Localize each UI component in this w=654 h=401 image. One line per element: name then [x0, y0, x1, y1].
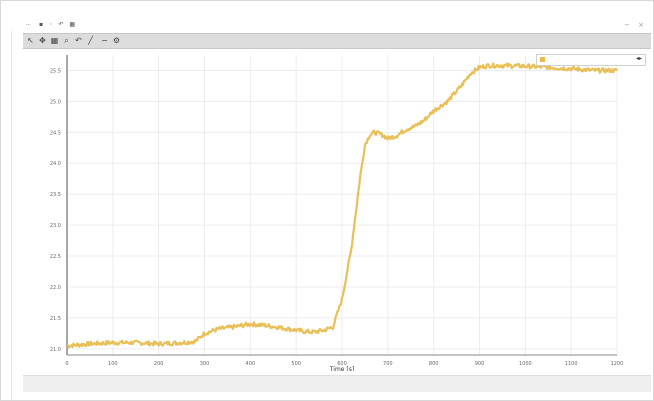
select-icon[interactable]: ▦ — [50, 36, 59, 45]
x-tick-label: 100 — [108, 361, 118, 367]
plot-toolbar: ↖ ✥ ▦ ⌕ ↶ ╱ − ⚙ — [23, 33, 651, 49]
y-tick-label: 23.5 — [50, 192, 61, 198]
grid-icon[interactable]: ▦ — [69, 21, 78, 28]
x-axis-label: Time [s] — [329, 366, 354, 371]
x-tick-label: 1200 — [611, 361, 624, 367]
chart-legend[interactable]: ◂▸ — [536, 54, 646, 66]
window-title: ... — [26, 21, 31, 27]
x-tick-label: 500 — [291, 361, 301, 367]
x-tick-label: 1100 — [565, 361, 578, 367]
x-tick-label: 400 — [246, 361, 256, 367]
x-tick-label: 0 — [65, 361, 68, 367]
y-tick-label: 22.5 — [50, 254, 61, 260]
minus-icon[interactable]: − — [101, 36, 108, 45]
minimize-icon[interactable]: − — [624, 21, 633, 29]
pointer-icon[interactable]: ↖ — [27, 36, 34, 45]
y-tick-label: 22.0 — [50, 285, 61, 291]
y-tick-label: 21.0 — [50, 347, 61, 353]
plot-area[interactable]: 0 100 200 300 400 500 600 700 800 900 1000 1100 1200… — [23, 49, 651, 373]
x-tick-label: 900 — [475, 361, 485, 367]
window-controls: − × — [624, 21, 647, 29]
y-tick-label: 25.0 — [50, 99, 61, 105]
y-tick-label: 24.0 — [50, 161, 61, 167]
y-tick-label: 25.5 — [50, 68, 61, 74]
x-tick-label: 200 — [154, 361, 164, 367]
save-icon[interactable]: ▪ — [39, 21, 46, 28]
x-tick-label: 300 — [200, 361, 210, 367]
y-tick-label: 23.0 — [50, 223, 61, 229]
legend-swatch — [540, 57, 545, 62]
undo-icon[interactable]: ↶ — [75, 36, 82, 45]
settings-icon[interactable]: ◦ — [49, 21, 55, 28]
x-tick-label: 700 — [383, 361, 393, 367]
undo-icon[interactable]: ↶ — [58, 21, 66, 28]
settings-icon[interactable]: ⚙ — [112, 36, 121, 45]
title-icons: ▪ ◦ ↶ ▦ — [39, 21, 77, 28]
pan-icon[interactable]: ✥ — [39, 36, 46, 45]
close-icon[interactable]: × — [638, 21, 647, 29]
series-line[interactable] — [66, 62, 618, 349]
x-tick-label: 800 — [429, 361, 439, 367]
line-chart[interactable]: 0 100 200 300 400 500 600 700 800 900 1000 1100 1200… — [23, 49, 651, 373]
x-tick-label: 600 — [337, 361, 347, 367]
x-tick-label: 1000 — [519, 361, 532, 367]
y-tick-label: 24.5 — [50, 130, 61, 136]
status-strip — [23, 375, 651, 392]
title-bar: ... ▪ ◦ ↶ ▦ − × — [1, 1, 653, 31]
zoom-icon[interactable]: ⌕ — [64, 36, 69, 45]
left-panel-edge — [1, 31, 12, 400]
y-tick-label: 21.5 — [50, 316, 61, 322]
line-icon[interactable]: ╱ — [88, 36, 93, 45]
legend-controls[interactable]: ◂▸ — [635, 55, 642, 62]
